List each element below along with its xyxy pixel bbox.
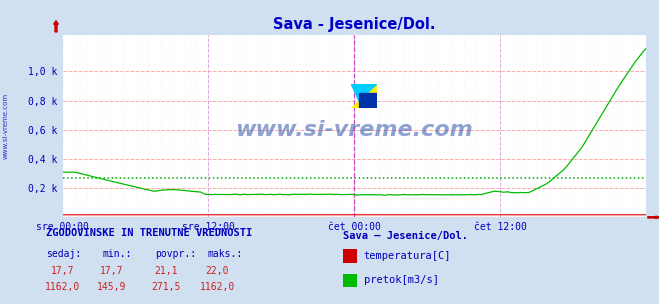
Text: temperatura[C]: temperatura[C] — [364, 251, 451, 261]
Text: 17,7: 17,7 — [51, 266, 74, 276]
Text: povpr.:: povpr.: — [155, 249, 196, 259]
Text: ZGODOVINSKE IN TRENUTNE VREDNOSTI: ZGODOVINSKE IN TRENUTNE VREDNOSTI — [46, 228, 252, 238]
Text: pretok[m3/s]: pretok[m3/s] — [364, 275, 439, 285]
Text: 1162,0: 1162,0 — [200, 282, 235, 292]
Title: Sava - Jesenice/Dol.: Sava - Jesenice/Dol. — [273, 17, 436, 33]
Polygon shape — [351, 84, 376, 108]
Polygon shape — [359, 92, 376, 108]
Text: 21,1: 21,1 — [154, 266, 178, 276]
Text: sedaj:: sedaj: — [46, 249, 81, 259]
Text: 271,5: 271,5 — [152, 282, 181, 292]
Text: 1162,0: 1162,0 — [45, 282, 80, 292]
Text: min.:: min.: — [102, 249, 132, 259]
Text: 145,9: 145,9 — [98, 282, 127, 292]
Text: maks.:: maks.: — [208, 249, 243, 259]
Polygon shape — [351, 84, 376, 101]
Text: Sava – Jesenice/Dol.: Sava – Jesenice/Dol. — [343, 231, 468, 241]
Text: 22,0: 22,0 — [206, 266, 229, 276]
Text: www.si-vreme.com: www.si-vreme.com — [2, 93, 9, 159]
Text: www.si-vreme.com: www.si-vreme.com — [235, 120, 473, 140]
Text: 17,7: 17,7 — [100, 266, 124, 276]
